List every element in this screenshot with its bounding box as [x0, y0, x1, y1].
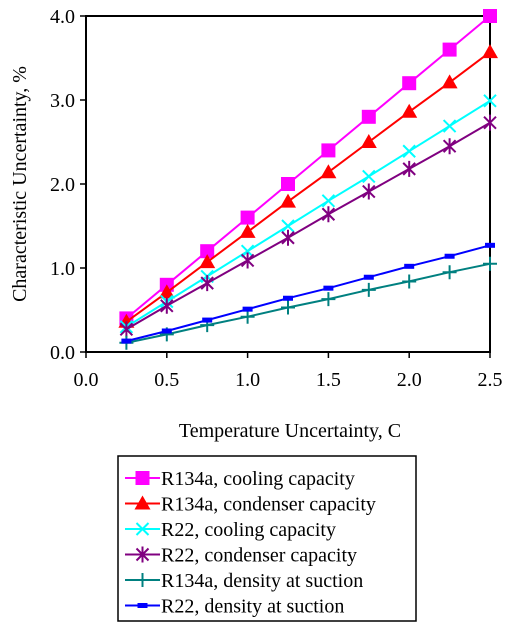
data-point [402, 274, 417, 289]
data-point [240, 210, 255, 225]
legend-label: R134a, condenser capacity [161, 494, 376, 516]
data-point [240, 309, 255, 324]
y-tick-label: 3.0 [50, 90, 75, 112]
data-point [158, 284, 175, 299]
data-point [202, 317, 213, 323]
data-point [482, 44, 498, 59]
series-line [125, 15, 491, 320]
data-point [160, 297, 174, 314]
plot-layer: 0.0 0.5 1.0 1.5 2.0 2.5 0.0 1.0 2.0 3.0 4.0 [50, 6, 503, 391]
data-point [321, 194, 336, 208]
data-point [444, 253, 455, 259]
legend-marker [134, 495, 151, 510]
data-point [362, 183, 376, 200]
legend-marker [135, 546, 150, 563]
data-point [483, 9, 497, 23]
data-point [200, 244, 215, 259]
data-point [361, 109, 376, 124]
series-line [126, 244, 491, 343]
data-point [321, 292, 336, 307]
data-point [200, 275, 214, 292]
data-point [361, 282, 376, 297]
data-point [442, 265, 457, 280]
data-point [161, 328, 172, 334]
data-point [281, 219, 295, 233]
series-line [125, 99, 491, 328]
data-point [404, 263, 415, 269]
y-tick-label: 1.0 [50, 258, 75, 280]
x-tick-label: 0.5 [154, 369, 179, 391]
y-tick-label: 0.0 [50, 342, 75, 364]
legend: R134a, cooling capacity R134a, condenser … [125, 468, 376, 618]
data-point [402, 160, 416, 177]
legend-label: R134a, cooling capacity [161, 468, 355, 490]
data-point [442, 119, 457, 133]
series-line [126, 262, 491, 344]
x-tick-label: 0.0 [74, 369, 99, 391]
data-point [240, 252, 255, 269]
data-point [281, 300, 295, 315]
legend-label: R22, cooling capacity [161, 519, 336, 541]
legend-marker [137, 603, 148, 608]
data-point [363, 274, 374, 280]
data-point [242, 306, 253, 312]
data-point [283, 295, 293, 301]
legend-marker [135, 471, 150, 485]
y-axis-label: Characteristic Uncertainty, % [9, 66, 31, 302]
data-point [239, 223, 256, 238]
legend-marker [135, 573, 150, 587]
legend-label: R22, condenser capacity [161, 545, 357, 567]
data-point [321, 143, 336, 158]
legend-label: R22, density at suction [161, 596, 344, 618]
data-point [320, 164, 337, 179]
data-point [281, 177, 295, 191]
x-tick-label: 2.0 [397, 369, 422, 391]
data-point [280, 193, 296, 208]
data-point [360, 134, 377, 148]
data-point [199, 254, 216, 269]
x-axis-label: Temperature Uncertainty, C [179, 420, 401, 442]
legend-marker [135, 522, 150, 536]
data-point [442, 42, 457, 57]
x-tick-label: 1.0 [235, 369, 260, 391]
data-point [321, 206, 336, 223]
x-tick-label: 2.5 [478, 369, 503, 391]
data-point [281, 229, 295, 246]
data-point [323, 285, 334, 291]
data-point [402, 76, 417, 91]
y-tick-label: 4.0 [50, 6, 75, 28]
series-line [125, 51, 491, 323]
data-point [121, 338, 132, 344]
data-point [441, 74, 458, 89]
legend-label: R134a, density at suction [161, 570, 363, 592]
data-point [402, 144, 416, 158]
data-point [442, 138, 457, 155]
series-line [125, 121, 491, 331]
data-point [483, 94, 497, 108]
data-point [401, 103, 418, 118]
data-point [485, 242, 495, 248]
data-point [483, 256, 497, 271]
y-tick-label: 2.0 [50, 174, 75, 196]
data-point [362, 169, 376, 184]
legend-box [117, 455, 417, 622]
x-tick-label: 1.5 [316, 369, 341, 391]
data-point [119, 321, 134, 338]
data-point [483, 114, 497, 131]
